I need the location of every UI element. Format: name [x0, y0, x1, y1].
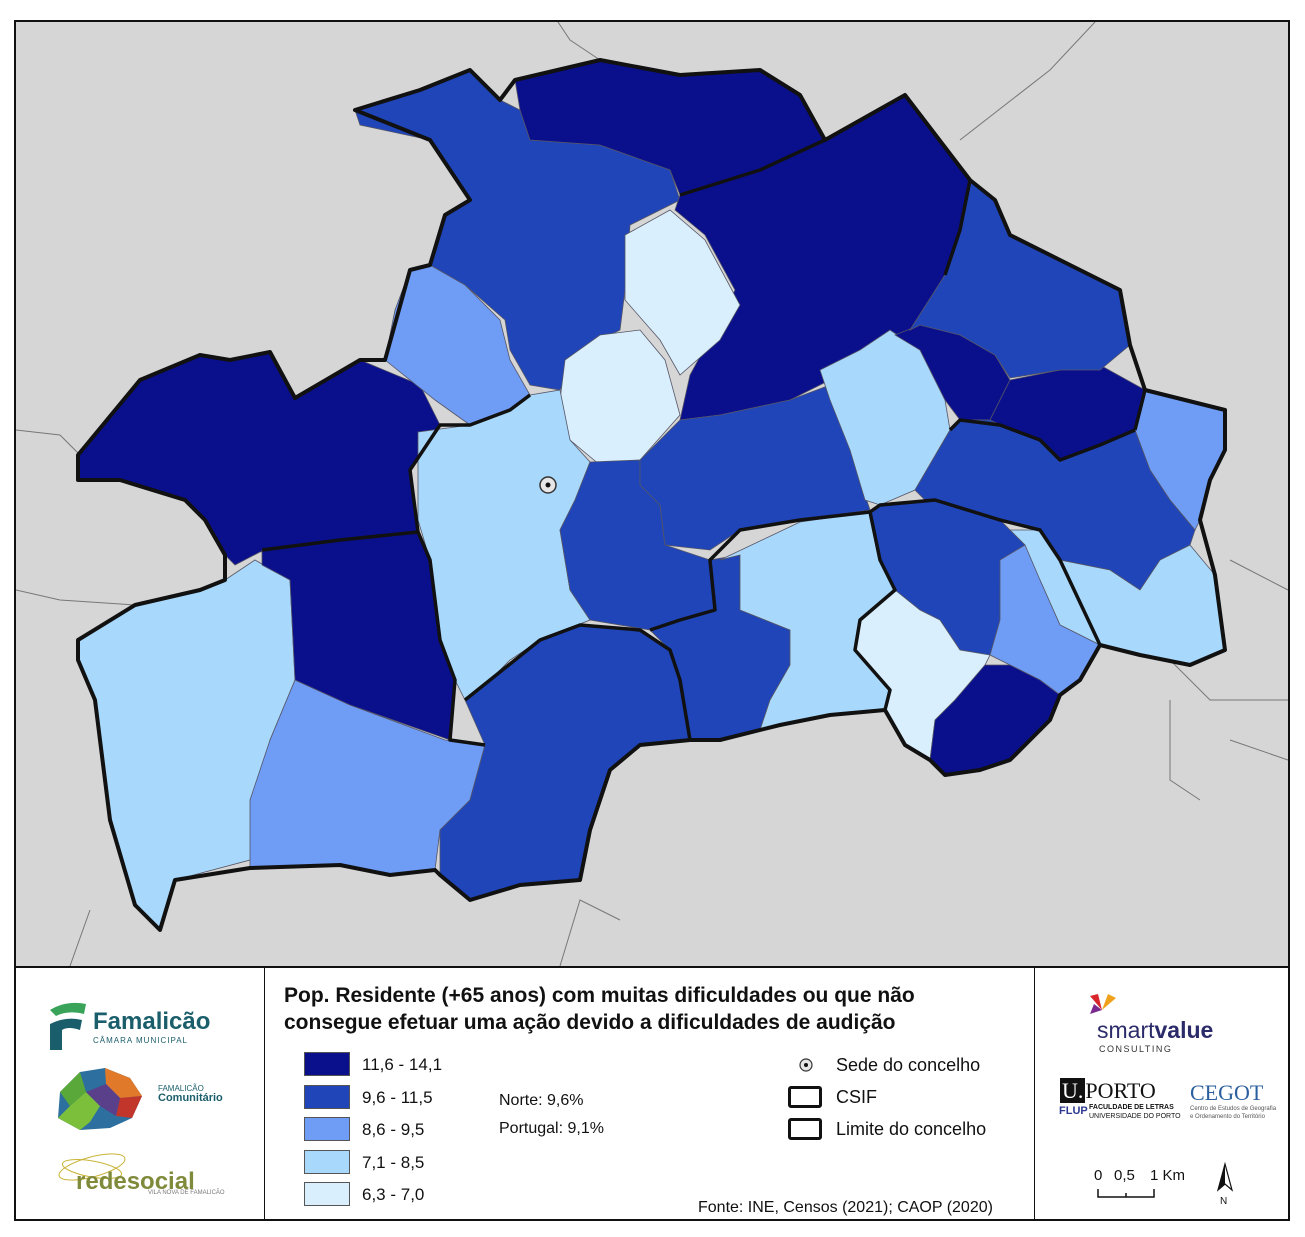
- cegot-line1: Centro de Estudos de Geografia: [1190, 1106, 1277, 1112]
- scale-tick-1km: 1 Km: [1150, 1167, 1186, 1184]
- north-label: N: [1220, 1196, 1228, 1207]
- legend-class-5-label: 6,3 - 7,0: [362, 1185, 425, 1204]
- concelho-boundary: [76, 58, 1227, 932]
- neighbour-boundaries: [16, 22, 1288, 966]
- redesocial-logo-text: redesocial: [76, 1168, 195, 1195]
- legend-divider-left: [264, 968, 265, 1220]
- scale-tick-0: 0: [1094, 1167, 1103, 1184]
- cegot-line2: e Ordenamento do Território: [1190, 1114, 1265, 1120]
- uporto-u: U.: [1060, 1078, 1086, 1103]
- legend-sede-label: Sede do concelho: [836, 1055, 981, 1075]
- redesocial-subtitle: VILA NOVA DE FAMALICÃO: [148, 1190, 225, 1196]
- smartvalue-value: value: [1154, 1017, 1214, 1043]
- limite-legend-icon: [788, 1118, 822, 1140]
- scale-bar: [1097, 1189, 1155, 1198]
- legend-class-2-label: 9,6 - 11,5: [362, 1088, 433, 1107]
- famalicao-comunitario-map-icon: [58, 1068, 142, 1130]
- csif-boundaries: [261, 138, 1147, 747]
- north-arrow-icon: [1216, 1162, 1234, 1192]
- legend-swatch-2: [304, 1085, 350, 1109]
- legend-title-line2: consegue efetuar uma ação devido a dific…: [284, 1011, 896, 1034]
- camara-municipal-text: CÂMARA MUNICIPAL: [93, 1036, 188, 1045]
- stat-norte: Norte: 9,6%: [499, 1092, 584, 1109]
- legend-divider-right: [1034, 968, 1035, 1220]
- uporto-text: PORTO: [1085, 1078, 1156, 1103]
- smartvalue-smart: smart: [1097, 1017, 1155, 1043]
- famalicao-logo-icon: [50, 1002, 86, 1050]
- parishes: [77, 59, 1226, 931]
- cegot-logo-text: CEGOT: [1190, 1080, 1264, 1105]
- legend-swatch-4: [304, 1150, 350, 1174]
- comunitario-line1: FAMALICÃO: [158, 1084, 204, 1093]
- uporto-logo: U.PORTO: [1060, 1078, 1156, 1104]
- legend-swatch-5: [304, 1182, 350, 1206]
- smartvalue-logo-text: smartvalue: [1097, 1017, 1213, 1044]
- sede-do-concelho-marker: [539, 476, 557, 494]
- redesocial-swirl-icon: [58, 1153, 126, 1181]
- flup-line1: FACULDADE DE LETRAS: [1089, 1104, 1174, 1111]
- legend-swatch-1: [304, 1052, 350, 1076]
- legend-panel: [14, 966, 1290, 1221]
- comunitario-line2: Comunitário: [158, 1092, 223, 1104]
- stat-portugal: Portugal: 9,1%: [499, 1120, 604, 1137]
- legend-title-line1: Pop. Residente (+65 anos) com muitas dif…: [284, 984, 915, 1007]
- legend-class-4-label: 7,1 - 8,5: [362, 1153, 425, 1172]
- flup-text: FLUP: [1059, 1105, 1088, 1117]
- parish-southwest-light: [77, 559, 296, 931]
- legend-class-1-label: 11,6 - 14,1: [362, 1055, 443, 1074]
- choropleth-map: [16, 22, 1288, 966]
- legend-title: Pop. Residente (+65 anos) com muitas dif…: [284, 982, 1024, 1036]
- famalicao-logo-text: Famalicão: [93, 1008, 211, 1035]
- csif-legend-icon: [788, 1086, 822, 1108]
- flup-line2: UNIVERSIDADE DO PORTO: [1089, 1113, 1181, 1120]
- scale-tick-05: 0,5: [1114, 1167, 1135, 1184]
- source-note: Fonte: INE, Censos (2021); CAOP (2020): [698, 1199, 993, 1216]
- parish-north-light: [624, 209, 741, 376]
- smartvalue-logo-icon: [1090, 994, 1116, 1014]
- legend-swatch-3: [304, 1117, 350, 1141]
- legend-class-3-label: 8,6 - 9,5: [362, 1120, 425, 1139]
- legend-limite-label: Limite do concelho: [836, 1119, 987, 1139]
- parish-west-dark: [77, 351, 441, 566]
- consulting-text: CONSULTING: [1099, 1044, 1173, 1054]
- legend-csif-label: CSIF: [836, 1087, 878, 1107]
- sede-legend-icon: [799, 1058, 813, 1072]
